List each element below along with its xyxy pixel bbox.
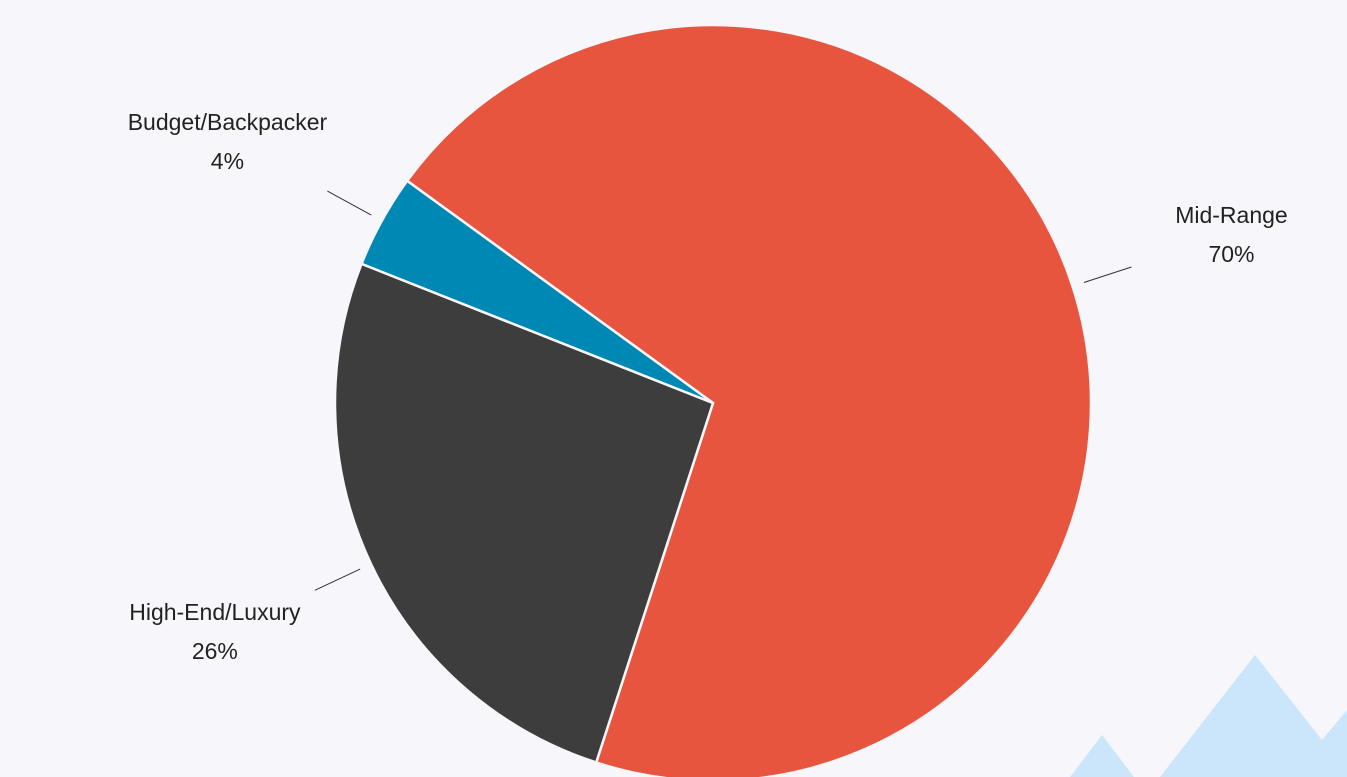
leader-line (314, 568, 361, 591)
pie-slice (405, 23, 1093, 777)
slice-value-label: 70% (1208, 241, 1254, 267)
leader-line (1083, 266, 1132, 283)
slice-label: High-End/Luxury (129, 599, 301, 625)
slice-label: Mid-Range (1175, 202, 1288, 228)
slice-label: Budget/Backpacker (128, 109, 328, 135)
decor-mountain (1070, 735, 1134, 777)
leader-line (327, 190, 372, 216)
pie-slice (333, 262, 715, 765)
decor-mountain (1160, 655, 1347, 777)
pie-slice (359, 179, 714, 405)
slice-value-label: 4% (211, 148, 244, 174)
slice-value-label: 26% (192, 638, 238, 664)
